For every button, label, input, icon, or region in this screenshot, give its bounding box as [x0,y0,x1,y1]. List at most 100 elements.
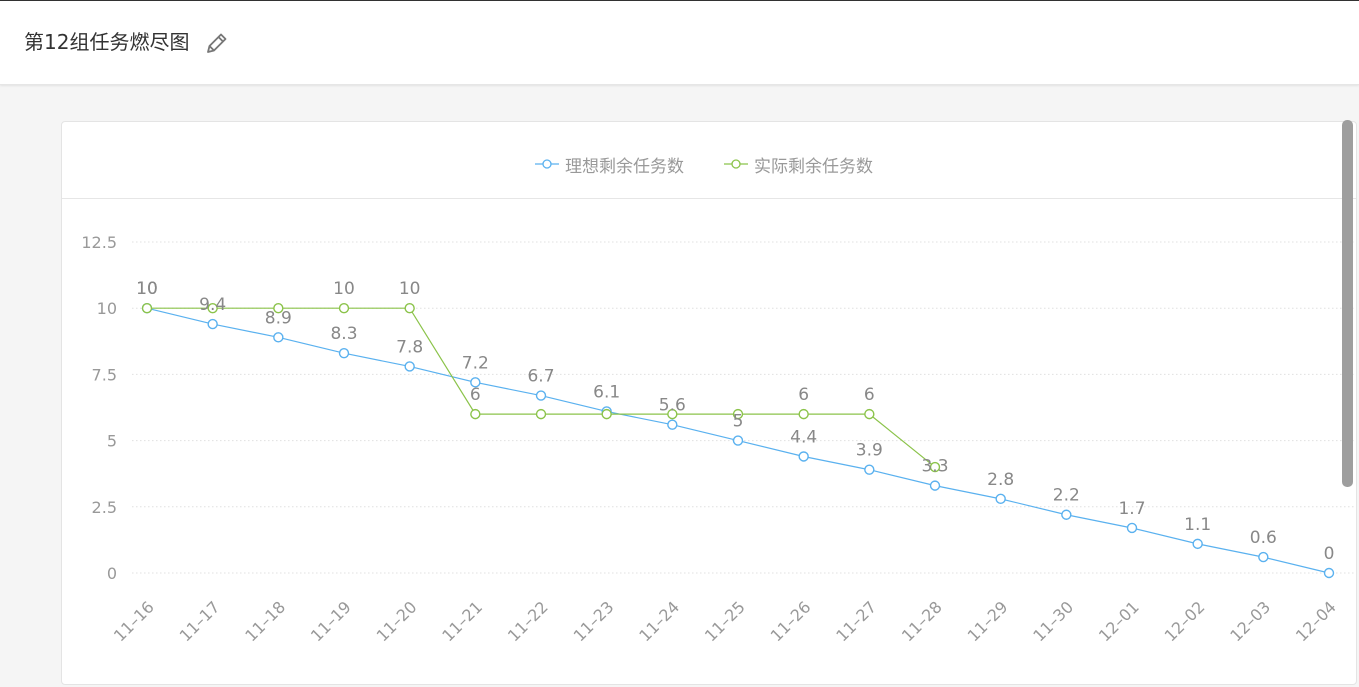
ideal-data-label: 3.9 [856,441,883,461]
legend-label-actual: 实际剩余任务数 [754,156,873,177]
ideal-data-label: 8.3 [330,324,357,344]
y-tick-label: 12.5 [81,233,117,252]
x-tick-label: 11–24 [635,597,683,645]
ideal-data-label: 5.6 [659,396,686,416]
ideal-point [732,435,744,446]
x-tick-label: 12–04 [1292,597,1340,645]
x-tick-label: 11–23 [570,597,618,645]
actual-data-label: 10 [136,279,158,299]
ideal-point [995,493,1006,505]
x-tick-label: 11–25 [701,597,749,645]
ideal-data-label: 2.8 [987,470,1014,490]
top-border [0,0,1359,1]
ideal-data-label: 10 [136,279,158,299]
x-tick-label: 11–16 [110,597,158,645]
ideal-point [798,451,809,462]
page-title: 第12组任务燃尽图 [24,30,190,54]
actual-point [207,302,218,314]
page-header: 第12组任务燃尽图 [0,1,1359,85]
ideal-data-label: 1.1 [1184,515,1211,535]
ideal-data-label: 2.2 [1053,486,1080,506]
ideal-point [1126,522,1138,534]
y-tick-label: 10 [97,299,117,318]
ideal-data-label: 9.4 [199,295,226,315]
ideal-point [338,348,350,359]
actual-point [732,408,744,420]
x-tick-label: 11–21 [438,597,486,645]
x-tick-label: 11–27 [832,597,880,645]
actual-point [141,302,153,314]
actual-point [667,408,678,420]
ideal-data-label: 3.3 [921,457,948,477]
x-tick-label: 11–19 [307,597,355,645]
pencil-icon[interactable] [204,30,230,56]
y-tick-label: 0 [107,564,117,583]
x-tick-label: 11–18 [241,597,289,645]
ideal-point [535,390,547,401]
x-tick-label: 11–28 [898,597,946,645]
actual-point [535,408,547,420]
actual-data-label: 6 [798,385,809,405]
legend-item-ideal[interactable]: 理想剩余任务数 [535,152,684,177]
actual-series [141,302,941,473]
ideal-data-label: 8.9 [265,308,292,328]
ideal-data-label: 4.4 [790,427,817,447]
actual-data-label: 6 [470,385,481,405]
x-tick-label: 11–17 [176,597,224,645]
actual-point [798,408,809,420]
grid-layer [132,241,1356,574]
actual-point [601,408,612,420]
x-tick-label: 12–02 [1161,597,1209,645]
actual-point [404,302,415,314]
actual-data-label: 6 [864,385,875,405]
actual-data-label: 10 [333,279,355,299]
actual-point [929,461,941,473]
legend: 理想剩余任务数 实际剩余任务数 [62,122,1356,199]
ideal-data-label: 0.6 [1250,528,1277,548]
y-tick-label: 7.5 [92,365,117,384]
legend-item-actual[interactable]: 实际剩余任务数 [724,152,873,177]
x-tick-label: 11–20 [373,597,421,645]
x-axis-ticks: 11–16 11–17 11–18 11–19 11–20 11–21 11–22 11–23… [110,597,1340,645]
legend-actual-marker [724,159,748,169]
ideal-data-label: 7.2 [462,353,489,373]
ideal-data-label: 7.8 [396,337,423,357]
legend-ideal-marker [535,159,559,169]
data-labels: 10 9.4 8.9 8.3 7.8 7.2 6.7 6.1 5.6 5 4.4 3.9 3.3 2.8 2… [136,279,1334,564]
ideal-point [207,318,218,330]
vertical-scrollbar[interactable] [1342,120,1353,487]
ideal-point [470,377,481,388]
x-tick-label: 11–29 [964,597,1012,645]
actual-point [470,408,481,420]
ideal-data-label: 0 [1324,544,1335,564]
legend-label-ideal: 理想剩余任务数 [565,156,684,177]
x-tick-label: 11–22 [504,597,552,645]
ideal-data-label: 6.1 [593,382,620,402]
ideal-data-label: 5 [733,412,744,432]
actual-data-label: 10 [399,279,421,299]
ideal-point [1061,509,1072,520]
x-tick-label: 11–30 [1029,597,1077,645]
ideal-point [404,361,415,372]
chart-card: 理想剩余任务数 实际剩余任务数 0 2.5 5 7.5 10 12.5 11–16 11–1… [61,121,1357,685]
x-tick-label: 12–01 [1095,597,1143,645]
ideal-point [1192,538,1203,550]
x-tick-label: 12–03 [1226,597,1274,645]
ideal-point [273,332,284,343]
ideal-point [1323,567,1335,579]
x-tick-label: 11–26 [767,597,815,645]
ideal-series [141,302,1335,579]
ideal-point [929,480,941,491]
y-axis-ticks: 0 2.5 5 7.5 10 12.5 [81,233,117,583]
y-tick-label: 2.5 [92,498,117,517]
burndown-chart: 0 2.5 5 7.5 10 12.5 11–16 11–17 11–18 11–19 11–20… [81,233,1356,645]
ideal-data-label: 6.7 [527,367,554,387]
actual-point [273,302,284,314]
y-tick-label: 5 [107,432,117,451]
ideal-point [1258,551,1269,563]
actual-point [864,408,875,420]
ideal-point [864,464,875,475]
ideal-data-label: 1.7 [1118,499,1145,519]
ideal-point [667,419,678,430]
actual-point [338,302,350,314]
